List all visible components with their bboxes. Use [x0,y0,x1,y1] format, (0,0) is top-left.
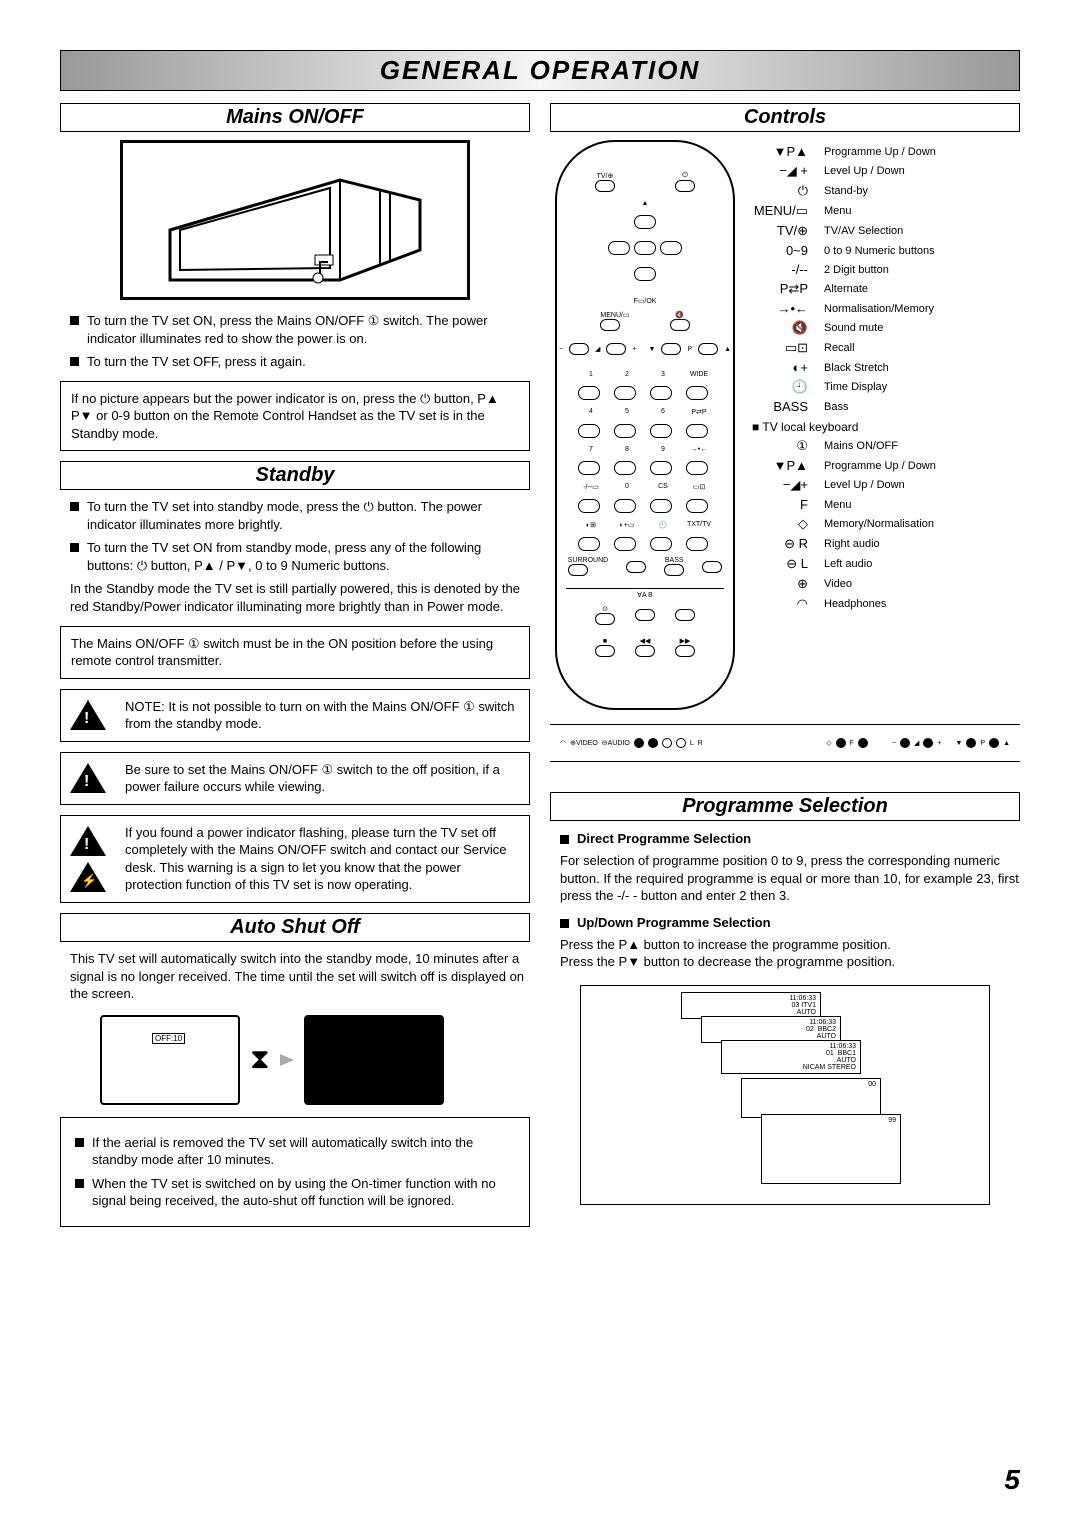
warning-icon [70,826,106,856]
mains-bullet-1: To turn the TV set ON, press the Mains O… [70,312,530,347]
control-row: BASSBass [752,399,1020,414]
left-column: Mains ON/OFF To turn the TV set ON, pres… [60,103,530,1237]
kb-row: ◠Headphones [752,596,1020,612]
mains-bullet-2: To turn the TV set OFF, press it again. [70,353,530,371]
kb-row: ⊖ LLeft audio [752,556,1020,572]
hourglass-icon: ⧗ [250,1043,270,1076]
screen-black [304,1015,444,1105]
warn-row-3: If you found a power indicator flashing,… [60,815,530,903]
auto-bullets-box: If the aerial is removed the TV set will… [60,1117,530,1227]
right-column: Controls TV/⊕ ⏻ ▲ F▭/OK [550,103,1020,1237]
tv-front-panel: ◠ ⊕VIDEO ⊖AUDIO LR ◇ F − ◢ + ▼ P [550,724,1020,762]
kb-head: ■ TV local keyboard [752,420,1020,434]
control-row: ▼P▲Programme Up / Down [752,144,1020,159]
programme-illustration: 11:06:33 03 ITV1 AUTO 11:06:33 02 BBC2 A… [580,985,990,1205]
kb-row: ⊕Video [752,576,1020,592]
control-row: 0~90 to 9 Numeric buttons [752,243,1020,258]
control-row: 🔇Sound mute [752,320,1020,336]
kb-row: ▼P▲Programme Up / Down [752,458,1020,473]
updown-body1: Press the P▲ button to increase the prog… [560,936,1020,954]
controls-head: Controls [550,103,1020,132]
mains-head: Mains ON/OFF [60,103,530,132]
auto-body: This TV set will automatically switch in… [70,950,530,1003]
warn-row-2: Be sure to set the Mains ON/OFF ① switch… [60,752,530,805]
standby-bullet-2: To turn the TV set ON from standby mode,… [70,539,530,574]
arrow-right-icon [280,1054,294,1066]
control-row: →•←Normalisation/Memory [752,301,1020,316]
standby-note-box: The Mains ON/OFF ① switch must be in the… [60,626,530,679]
auto-illustration: OFF:10 ⧗ [100,1015,490,1105]
standby-bullet-1: To turn the TV set into standby mode, pr… [70,498,530,533]
control-row: P⇄PAlternate [752,281,1020,297]
control-row: TV/⊕TV/AV Selection [752,223,1020,239]
direct-body: For selection of programme position 0 to… [560,852,1020,905]
kb-row: ⊖ RRight audio [752,536,1020,552]
control-row: -/--2 Digit button [752,262,1020,277]
warning-icon [70,700,106,730]
kb-row: ◇Memory/Normalisation [752,516,1020,532]
page-title: GENERAL OPERATION [380,55,701,85]
tv-illustration [120,140,470,300]
control-row: 🕘Time Display [752,379,1020,395]
control-row: ⏻Stand-by [752,183,1020,199]
page-title-bar: GENERAL OPERATION [60,50,1020,91]
page-number: 5 [1004,1464,1020,1496]
mains-note-box: If no picture appears but the power indi… [60,381,530,452]
control-row: −◢ +Level Up / Down [752,163,1020,179]
control-row: ◐+Black Stretch [752,360,1020,375]
kb-row: −◢+Level Up / Down [752,477,1020,493]
updown-head: Up/Down Programme Selection [560,915,1020,930]
warning-icon [70,763,106,793]
standby-head: Standby [60,461,530,490]
prog-head: Programme Selection [550,792,1020,821]
bolt-warning-icon [70,862,106,892]
warn-row-1: NOTE: It is not possible to turn on with… [60,689,530,742]
remote-illustration: TV/⊕ ⏻ ▲ F▭/OK MENU/▭ 🔇 [555,140,735,710]
updown-body2: Press the P▼ button to decrease the prog… [560,953,1020,971]
controls-list: ▼P▲Programme Up / Down −◢ +Level Up / Dow… [752,140,1020,720]
auto-head: Auto Shut Off [60,913,530,942]
control-row: ▭⊡Recall [752,340,1020,356]
kb-row: FMenu [752,497,1020,512]
standby-body: In the Standby mode the TV set is still … [70,580,530,615]
direct-head: Direct Programme Selection [560,831,1020,846]
control-row: MENU/▭Menu [752,203,1020,219]
kb-row: ①Mains ON/OFF [752,438,1020,454]
screen-white: OFF:10 [100,1015,240,1105]
